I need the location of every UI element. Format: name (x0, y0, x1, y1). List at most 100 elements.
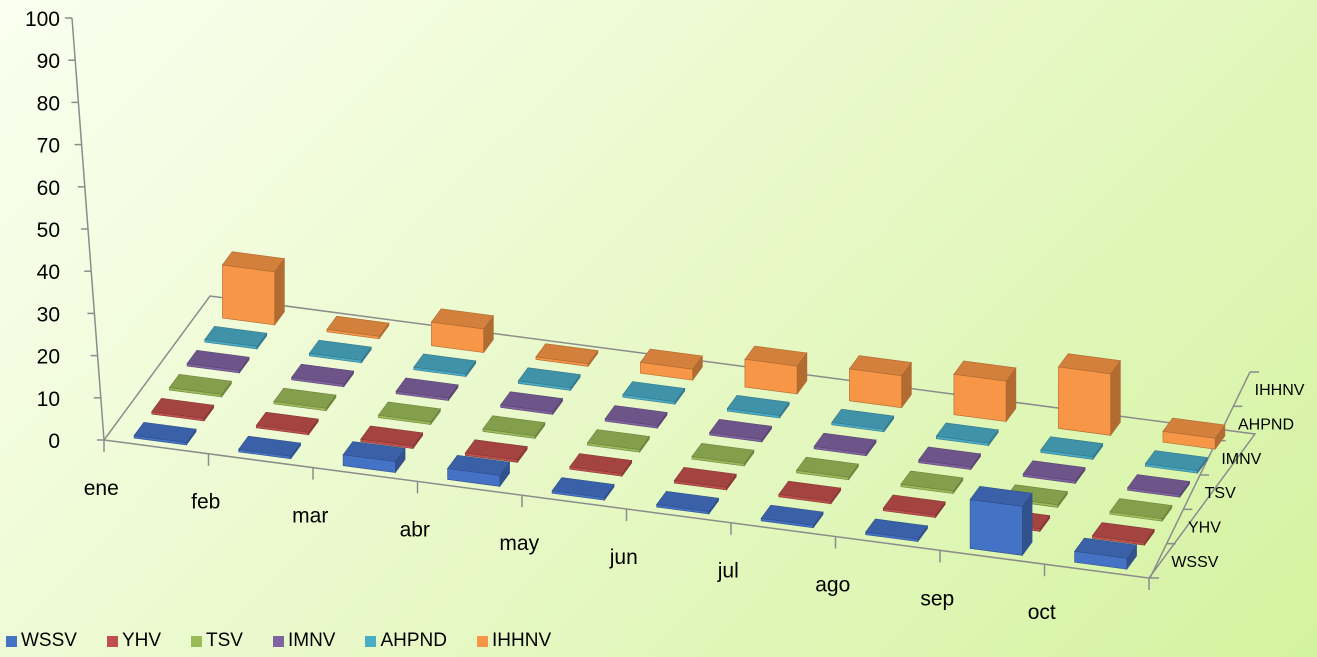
legend-item: YHV (106, 630, 162, 652)
bar (447, 454, 511, 488)
x-tick-label: abr (400, 518, 430, 541)
bar (569, 453, 633, 478)
bar (1074, 537, 1138, 571)
legend-swatch (6, 635, 17, 647)
bar (1040, 436, 1104, 461)
axes (65, 17, 1259, 590)
y-tick-label: 30 (37, 303, 60, 326)
bar (413, 353, 477, 378)
y-tick-label: 10 (37, 388, 60, 411)
bar (691, 443, 755, 467)
y-tick-label: 60 (37, 177, 60, 200)
bar (586, 429, 650, 454)
bar (1109, 498, 1173, 523)
bar (535, 343, 599, 368)
bar (308, 339, 372, 364)
bar (795, 456, 859, 481)
bar (744, 345, 808, 395)
legend-item: TSV (191, 630, 243, 652)
y-tick-label: 0 (48, 430, 60, 453)
y-tick-label: 50 (37, 219, 60, 242)
bar (969, 486, 1033, 557)
bar (221, 251, 285, 326)
bar (656, 491, 720, 515)
bar (464, 439, 528, 464)
bar (1091, 522, 1155, 547)
bar (395, 377, 459, 402)
bar (430, 308, 494, 354)
legend-swatch (272, 635, 284, 647)
series-axis-label: AHPND (1238, 417, 1294, 434)
bar (1057, 353, 1121, 437)
bar (918, 446, 982, 471)
y-tick-label: 90 (37, 50, 60, 73)
x-tick-label: ene (84, 477, 119, 500)
x-tick-label: jun (609, 546, 638, 569)
x-tick-label: may (499, 532, 539, 555)
bar (848, 355, 912, 409)
series-axis-label: YHV (1188, 520, 1221, 537)
legend-swatch (191, 635, 203, 647)
bar (133, 422, 197, 446)
bar (186, 350, 250, 374)
bar (865, 518, 929, 543)
legend: WSSV YHV TSV IMNV AHPND IHHNV (0, 628, 551, 654)
x-tick-label: feb (191, 491, 220, 514)
bar (151, 398, 215, 422)
bar (326, 315, 390, 340)
legend-label: IMNV (287, 630, 336, 651)
bar (953, 360, 1017, 423)
bar (204, 326, 268, 350)
bar (1127, 474, 1191, 499)
x-tick-label: ago (815, 574, 850, 597)
bar (604, 405, 668, 430)
legend-label: YHV (121, 630, 162, 651)
bar (342, 441, 406, 474)
y-tick-label: 70 (37, 135, 60, 158)
bar (760, 504, 824, 529)
bar (360, 425, 424, 450)
bar (291, 363, 355, 388)
bar (622, 381, 686, 406)
legend-swatch (365, 635, 377, 647)
legend-item: AHPND (365, 630, 447, 652)
bar (1144, 450, 1208, 475)
legend-label: IHHNV (492, 630, 552, 651)
bar (831, 408, 895, 433)
legend-label: TSV (206, 630, 243, 651)
y-tick-label: 40 (37, 261, 60, 284)
bar (517, 367, 581, 392)
bar (778, 480, 842, 505)
series-axis-label: IMNV (1221, 451, 1261, 468)
x-tick-label: jul (717, 560, 739, 583)
legend-swatch (106, 635, 118, 647)
bar (1022, 460, 1086, 485)
bar (273, 387, 337, 412)
bar (255, 411, 319, 436)
bar (639, 348, 703, 382)
bar (935, 422, 999, 447)
y-tick-label: 20 (37, 346, 60, 369)
x-tick-label: oct (1028, 601, 1056, 624)
bar (482, 415, 546, 440)
legend-label: AHPND (380, 630, 447, 651)
series-axis-label: IHHNV (1255, 382, 1305, 399)
bar (882, 494, 946, 519)
legend-item: IMNV (272, 630, 336, 652)
floor-outline (103, 295, 1257, 579)
bar (377, 401, 441, 426)
series-axis-label: WSSV (1171, 554, 1218, 571)
bar (726, 395, 790, 419)
bar (1162, 417, 1226, 451)
bar (709, 419, 773, 443)
bar (900, 470, 964, 495)
legend-swatch (477, 635, 488, 647)
x-tick-label: mar (292, 505, 328, 528)
bar (813, 432, 877, 457)
legend-label: WSSV (21, 630, 77, 651)
bar (673, 467, 737, 491)
bar (500, 391, 564, 416)
y-tick-label: 100 (25, 8, 60, 31)
